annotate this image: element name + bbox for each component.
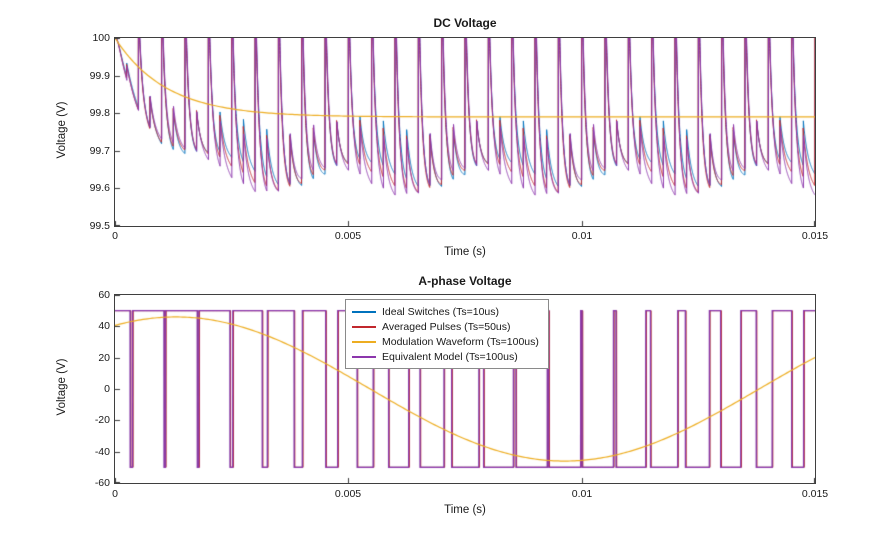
a-phase-ylabel: Voltage (V) <box>56 358 68 416</box>
y-tick-label: 99.8 <box>89 107 110 119</box>
x-tick-label: 0.015 <box>801 230 829 242</box>
x-tick-label: 0 <box>112 230 118 242</box>
y-tick-label: 99.9 <box>89 70 110 82</box>
y-tick-label: -40 <box>94 446 110 458</box>
a-phase-voltage-title: A-phase Voltage <box>418 274 512 288</box>
x-tick-label: 0.01 <box>571 230 593 242</box>
y-tick-label: 99.6 <box>89 182 110 194</box>
legend-swatch <box>352 355 376 358</box>
y-tick-label: 40 <box>98 320 110 332</box>
y-tick-label: 100 <box>92 32 110 44</box>
y-tick-label: 99.7 <box>89 145 110 157</box>
y-tick-label: 20 <box>98 352 110 364</box>
y-tick-label: -60 <box>94 477 110 489</box>
a-phase-axes <box>114 294 816 484</box>
x-tick-label: 0.005 <box>334 230 362 242</box>
legend-item: Equivalent Model (Ts=100us) <box>352 349 539 364</box>
legend-swatch <box>352 325 376 328</box>
dc-voltage-plot-canvas <box>115 38 815 226</box>
x-tick-label: 0.005 <box>334 488 362 500</box>
y-tick-label: -20 <box>94 414 110 426</box>
x-tick-label: 0.015 <box>801 488 829 500</box>
legend-label: Equivalent Model (Ts=100us) <box>382 350 518 363</box>
plot-legend: Ideal Switches (Ts=10us) Averaged Pulses… <box>345 299 549 369</box>
legend-item: Modulation Waveform (Ts=100us) <box>352 334 539 349</box>
y-tick-label: 99.5 <box>89 220 110 232</box>
a-phase-xlabel: Time (s) <box>444 504 486 516</box>
dc-voltage-xlabel: Time (s) <box>444 246 486 258</box>
legend-swatch <box>352 310 376 313</box>
legend-item: Averaged Pulses (Ts=50us) <box>352 319 539 334</box>
dc-voltage-title: DC Voltage <box>433 16 497 30</box>
legend-label: Averaged Pulses (Ts=50us) <box>382 320 511 333</box>
legend-label: Ideal Switches (Ts=10us) <box>382 305 500 318</box>
x-tick-label: 0 <box>112 488 118 500</box>
dc-voltage-axes <box>114 37 816 227</box>
dc-voltage-ylabel: Voltage (V) <box>56 101 68 159</box>
x-tick-label: 0.01 <box>571 488 593 500</box>
y-tick-label: 0 <box>104 383 110 395</box>
legend-label: Modulation Waveform (Ts=100us) <box>382 335 539 348</box>
legend-swatch <box>352 340 376 343</box>
legend-item: Ideal Switches (Ts=10us) <box>352 304 539 319</box>
y-tick-label: 60 <box>98 289 110 301</box>
